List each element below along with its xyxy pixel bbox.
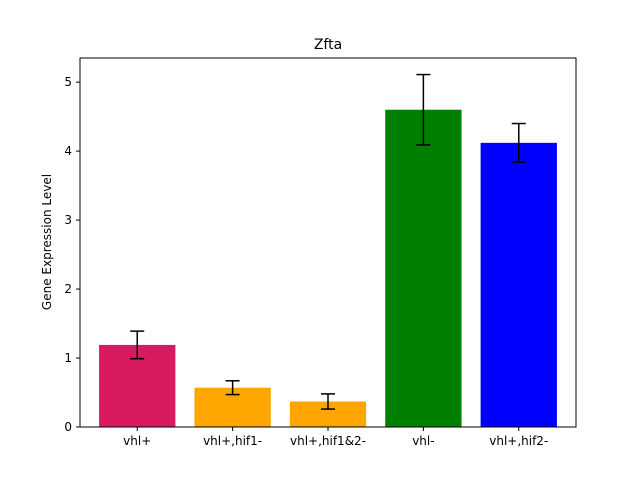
y-axis: 0 1 2 3 4 5 — [64, 75, 80, 434]
y-tick-label-4: 4 — [64, 144, 72, 158]
y-axis-label: Gene Expression Level — [40, 174, 54, 310]
y-tick-label-3: 3 — [64, 213, 72, 227]
plot-frame — [79, 57, 577, 428]
bar-3 — [385, 109, 462, 427]
chart-title: Zfta — [314, 37, 342, 53]
bar-4 — [480, 142, 557, 427]
x-tick-label-1: vhl+,hif1- — [203, 434, 262, 448]
y-tick-label-1: 1 — [64, 351, 72, 365]
y-tick-label-2: 2 — [64, 282, 72, 296]
x-tick-label-3: vhl- — [412, 434, 434, 448]
y-tick-label-0: 0 — [64, 420, 72, 434]
bars-group — [99, 109, 557, 427]
error-bars-group — [130, 73, 526, 410]
x-tick-label-4: vhl+,hif2- — [489, 434, 548, 448]
x-tick-label-0: vhl+ — [123, 434, 151, 448]
x-axis: vhl+ vhl+,hif1- vhl+,hif1&2- vhl-vhl+,hif2- — [123, 427, 548, 448]
y-tick-label-5: 5 — [64, 75, 72, 89]
x-tick-label-2: vhl+,hif1&2- — [290, 434, 366, 448]
